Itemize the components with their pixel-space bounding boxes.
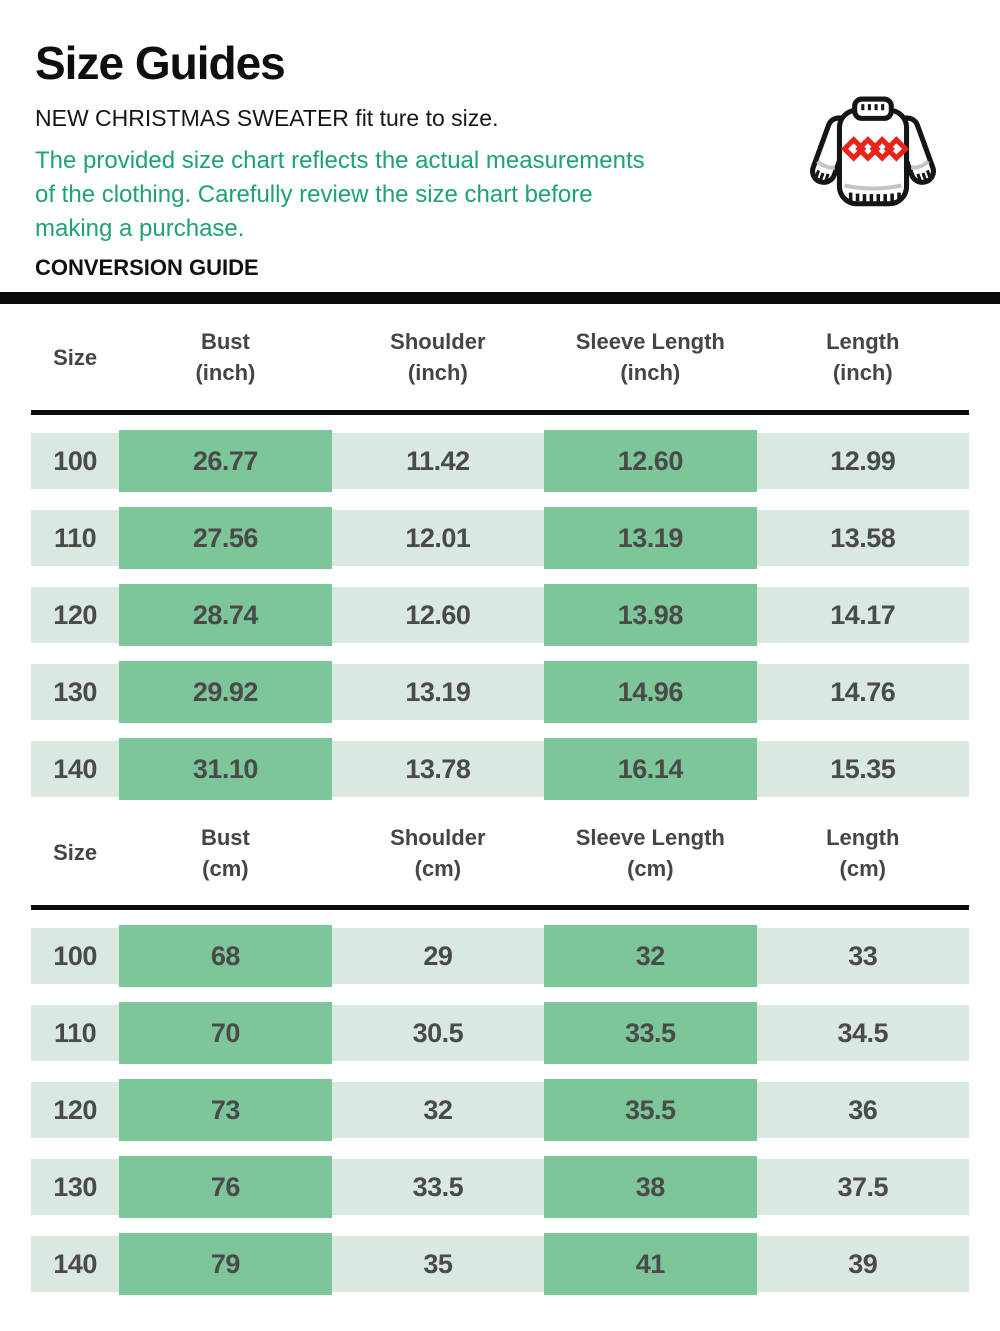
shoulder-cell: 12.60: [331, 587, 545, 643]
size-cell: 130: [31, 664, 120, 720]
length-cell: 15.35: [756, 741, 969, 797]
size-cell: 140: [31, 1236, 120, 1292]
column-header-length: Length (cm): [826, 824, 900, 881]
table-row-size-140: 140 31.10 13.78 16.14 15.35: [31, 738, 969, 800]
shoulder-cell: 11.42: [331, 433, 545, 489]
conversion-tables: Size Bust (inch) Shoulder (inch) Sleeve …: [31, 304, 969, 1295]
length-cell: 37.5: [756, 1159, 969, 1215]
table-row-size-120: 120 73 32 35.5 36: [31, 1079, 969, 1141]
table-header-cm: Size Bust (cm) Shoulder (cm) Sleeve Leng…: [31, 800, 969, 905]
size-cell: 110: [31, 510, 120, 566]
bust-cell: 29.92: [119, 661, 332, 723]
length-cell: 39: [756, 1236, 969, 1292]
size-cell: 110: [31, 1005, 120, 1061]
shoulder-cell: 13.19: [331, 664, 545, 720]
size-note-line: of the clothing. Carefully review the si…: [35, 181, 593, 208]
column-header-size: Size: [53, 344, 98, 370]
table-body-inch: 100 26.77 11.42 12.60 12.99 110 27.56 12.01 13.1…: [31, 430, 969, 800]
size-note-line: The provided size chart reflects the act…: [35, 147, 645, 174]
divider-bar: [0, 292, 1000, 304]
bust-cell: 27.56: [119, 507, 332, 569]
bust-cell: 26.77: [119, 430, 332, 492]
size-table-cm: Size Bust (cm) Shoulder (cm) Sleeve Leng…: [31, 800, 969, 1295]
table-body-cm: 100 68 29 32 33 110 70 30.5 33.5 34.5 120 73 32 35.5 3…: [31, 925, 969, 1295]
column-header-sleeve-length: Sleeve Length (inch): [575, 329, 725, 385]
length-cell: 33: [756, 928, 969, 984]
size-cell: 120: [31, 587, 120, 643]
page-header: Size Guides NEW CHRISTMAS SWEATER fit tu…: [0, 0, 1000, 280]
bust-cell: 76: [119, 1156, 332, 1218]
column-header-length: Length (inch): [826, 329, 900, 385]
size-cell: 140: [31, 741, 120, 797]
shoulder-cell: 13.78: [331, 741, 545, 797]
shoulder-cell: 32: [331, 1082, 545, 1138]
sleeve-length-cell: 35.5: [544, 1079, 757, 1141]
sleeve-length-cell: 33.5: [544, 1002, 757, 1064]
table-row-size-130: 130 76 33.5 38 37.5: [31, 1156, 969, 1218]
conversion-guide-label: CONVERSION GUIDE: [35, 255, 259, 280]
column-header-sleeve-length: Sleeve Length (cm): [575, 824, 725, 881]
christmas-sweater-icon: [810, 96, 936, 207]
size-cell: 100: [31, 433, 120, 489]
table-row-size-100: 100 26.77 11.42 12.60 12.99: [31, 430, 969, 492]
column-header-size: Size: [53, 840, 98, 865]
bust-cell: 68: [119, 925, 332, 987]
table-row-size-120: 120 28.74 12.60 13.98 14.17: [31, 584, 969, 646]
size-note: The provided size chart reflects the act…: [35, 144, 735, 246]
length-cell: 34.5: [756, 1005, 969, 1061]
table-row-size-130: 130 29.92 13.19 14.96 14.76: [31, 661, 969, 723]
sleeve-length-cell: 13.98: [544, 584, 757, 646]
size-cell: 130: [31, 1159, 120, 1215]
header-rule: [31, 410, 969, 415]
size-cell: 120: [31, 1082, 120, 1138]
column-header-bust: Bust (inch): [195, 329, 256, 385]
shoulder-cell: 29: [331, 928, 545, 984]
bust-cell: 28.74: [119, 584, 332, 646]
bust-cell: 31.10: [119, 738, 332, 800]
sleeve-length-cell: 13.19: [544, 507, 757, 569]
page-title: Size Guides: [35, 37, 286, 89]
shoulder-cell: 35: [331, 1236, 545, 1292]
shoulder-cell: 12.01: [331, 510, 545, 566]
column-header-shoulder: Shoulder (inch): [390, 329, 486, 385]
table-row-size-100: 100 68 29 32 33: [31, 925, 969, 987]
size-cell: 100: [31, 928, 120, 984]
length-cell: 36: [756, 1082, 969, 1138]
shoulder-cell: 30.5: [331, 1005, 545, 1061]
length-cell: 12.99: [756, 433, 969, 489]
bust-cell: 79: [119, 1233, 332, 1295]
sleeve-length-cell: 38: [544, 1156, 757, 1218]
column-header-shoulder: Shoulder (cm): [390, 824, 486, 881]
shoulder-cell: 33.5: [331, 1159, 545, 1215]
length-cell: 13.58: [756, 510, 969, 566]
sleeve-length-cell: 16.14: [544, 738, 757, 800]
table-header-inch: Size Bust (inch) Shoulder (inch) Sleeve …: [31, 304, 969, 410]
fit-subtitle: NEW CHRISTMAS SWEATER fit ture to size.: [35, 105, 499, 131]
length-cell: 14.17: [756, 587, 969, 643]
sleeve-length-cell: 32: [544, 925, 757, 987]
bust-cell: 73: [119, 1079, 332, 1141]
sleeve-length-cell: 12.60: [544, 430, 757, 492]
table-row-size-110: 110 27.56 12.01 13.19 13.58: [31, 507, 969, 569]
table-row-size-110: 110 70 30.5 33.5 34.5: [31, 1002, 969, 1064]
table-row-size-140: 140 79 35 41 39: [31, 1233, 969, 1295]
size-table-inch: Size Bust (inch) Shoulder (inch) Sleeve …: [31, 304, 969, 800]
sleeve-length-cell: 14.96: [544, 661, 757, 723]
length-cell: 14.76: [756, 664, 969, 720]
size-note-line: making a purchase.: [35, 215, 245, 242]
sleeve-length-cell: 41: [544, 1233, 757, 1295]
column-header-bust: Bust (cm): [200, 824, 250, 881]
header-rule: [31, 905, 969, 910]
bust-cell: 70: [119, 1002, 332, 1064]
